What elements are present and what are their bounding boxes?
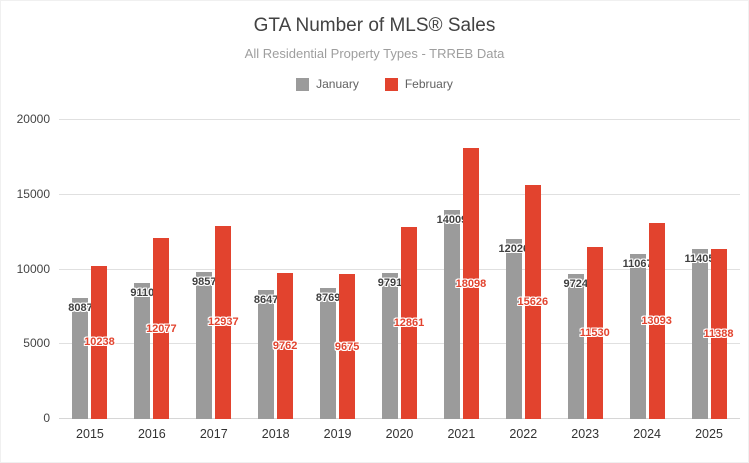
gridline-15000 bbox=[59, 193, 740, 195]
bar-value-label: 9791 bbox=[377, 276, 403, 289]
gridline-5000 bbox=[59, 343, 740, 345]
gridline-10000 bbox=[59, 268, 740, 270]
y-axis-label-10000: 10000 bbox=[16, 261, 50, 276]
bar-group-2021: 14009 18098 2021 bbox=[437, 120, 486, 441]
bar-value-label: 18098 bbox=[455, 277, 487, 290]
bar-january-2015: 8087 bbox=[68, 298, 93, 419]
bar-value-label: 12077 bbox=[146, 322, 177, 335]
bar-january-2024: 11067 bbox=[623, 253, 653, 419]
bar-february-2021: 18098 bbox=[456, 148, 486, 419]
x-axis-label-2023: 2023 bbox=[571, 427, 600, 441]
x-axis-label-2021: 2021 bbox=[447, 427, 476, 441]
bar-group-2023: 9724 11530 2023 bbox=[563, 120, 610, 441]
x-axis-label-2024: 2024 bbox=[633, 427, 662, 441]
bar-february-2019: 9675 bbox=[335, 274, 359, 419]
bar-january-2016: 9110 bbox=[130, 282, 154, 419]
x-axis-label-2020: 2020 bbox=[385, 427, 414, 441]
bar-group-2024: 11067 13093 2024 bbox=[623, 120, 672, 441]
legend-swatch-february bbox=[384, 77, 398, 91]
x-axis-label-2025: 2025 bbox=[695, 427, 723, 441]
bar-value-label: 12026 bbox=[498, 243, 530, 256]
bar-january-2023: 9724 bbox=[563, 273, 588, 419]
x-axis-label-2022: 2022 bbox=[509, 427, 538, 441]
bar-february-2017: 12937 bbox=[208, 225, 239, 419]
bar-february-2023: 11530 bbox=[580, 246, 610, 419]
bar-value-label: 8647 bbox=[253, 293, 279, 306]
x-axis-label-2017: 2017 bbox=[199, 427, 228, 441]
bar-value-label: 11067 bbox=[622, 257, 653, 270]
x-axis-label-2019: 2019 bbox=[323, 427, 352, 441]
bar-january-2021: 14009 bbox=[437, 209, 467, 419]
gridline-20000 bbox=[59, 119, 740, 120]
bar-group-2020: 9791 12861 2020 bbox=[378, 120, 424, 441]
bar-value-label: 8087 bbox=[68, 302, 93, 315]
bar-value-label: 15626 bbox=[517, 296, 549, 309]
bar-value-label: 10238 bbox=[84, 336, 115, 349]
bar-group-2022: 12026 15626 2022 bbox=[499, 120, 548, 441]
bar-january-2020: 9791 bbox=[378, 272, 402, 419]
y-axis-label-0: 0 bbox=[43, 411, 50, 425]
bar-value-label: 11530 bbox=[579, 326, 610, 339]
bar-group-2015: 8087 10238 2015 bbox=[68, 120, 115, 441]
x-axis-label-2015: 2015 bbox=[76, 427, 104, 441]
bar-value-label: 11388 bbox=[703, 327, 734, 340]
bar-group-2025: 11405 11388 2025 bbox=[685, 120, 734, 441]
y-axis-label-5000: 5000 bbox=[23, 336, 50, 351]
bar-february-2020: 12861 bbox=[394, 226, 424, 419]
bar-group-2016: 9110 12077 2016 bbox=[130, 120, 177, 441]
y-axis-label-20000: 20000 bbox=[16, 112, 50, 126]
x-axis-label-2018: 2018 bbox=[261, 427, 290, 441]
bar-group-2018: 8647 9762 2018 bbox=[254, 120, 297, 441]
bar-value-label: 13093 bbox=[641, 315, 672, 328]
legend-item-january: January bbox=[296, 77, 359, 91]
bar-value-label: 9675 bbox=[334, 340, 360, 353]
bar-february-2024: 13093 bbox=[641, 223, 672, 419]
plot-wrap: 0 5000 10000 15000 20000 8087 10238 2015 9110 12… bbox=[17, 112, 740, 441]
bar-value-label: 14009 bbox=[436, 213, 468, 226]
bar-value-label: 9857 bbox=[192, 275, 217, 288]
legend-item-february: February bbox=[384, 77, 453, 91]
bar-february-2018: 9762 bbox=[273, 273, 297, 419]
bar-january-2017: 9857 bbox=[192, 271, 217, 419]
bar-group-2017: 9857 12937 2017 bbox=[192, 120, 239, 441]
bar-group-2019: 8769 9675 2019 bbox=[316, 120, 359, 441]
bar-january-2025: 11405 bbox=[685, 248, 715, 419]
bar-january-2022: 12026 bbox=[499, 239, 529, 419]
chart-subtitle: All Residential Property Types - TRREB D… bbox=[244, 46, 505, 61]
chart-legend: January February bbox=[1, 77, 748, 91]
plot-area: 8087 10238 2015 9110 12077 2016 9857 12937 2017 8… bbox=[59, 120, 740, 441]
bar-february-2025: 11388 bbox=[704, 248, 734, 419]
bar-value-label: 12861 bbox=[393, 316, 425, 329]
bar-february-2022: 15626 bbox=[518, 185, 548, 419]
y-axis-label-15000: 15000 bbox=[16, 186, 50, 201]
bar-value-label: 9110 bbox=[130, 286, 155, 299]
bar-february-2015: 10238 bbox=[84, 265, 115, 419]
gridline-0 bbox=[59, 418, 740, 419]
x-axis-label-2016: 2016 bbox=[137, 427, 166, 441]
legend-label: February bbox=[404, 77, 453, 91]
legend-swatch-january bbox=[296, 77, 310, 91]
bar-january-2018: 8647 bbox=[254, 289, 278, 419]
bar-value-label: 9724 bbox=[563, 277, 588, 290]
bar-february-2016: 12077 bbox=[146, 238, 177, 419]
bar-value-label: 8769 bbox=[315, 291, 341, 304]
bar-value-label: 11405 bbox=[684, 252, 715, 265]
chart-title: GTA Number of MLS® Sales bbox=[253, 15, 496, 36]
bar-value-label: 9762 bbox=[272, 340, 298, 353]
bar-january-2019: 8769 bbox=[316, 287, 340, 419]
bar-value-label: 12937 bbox=[207, 316, 239, 329]
legend-label: January bbox=[316, 77, 359, 91]
